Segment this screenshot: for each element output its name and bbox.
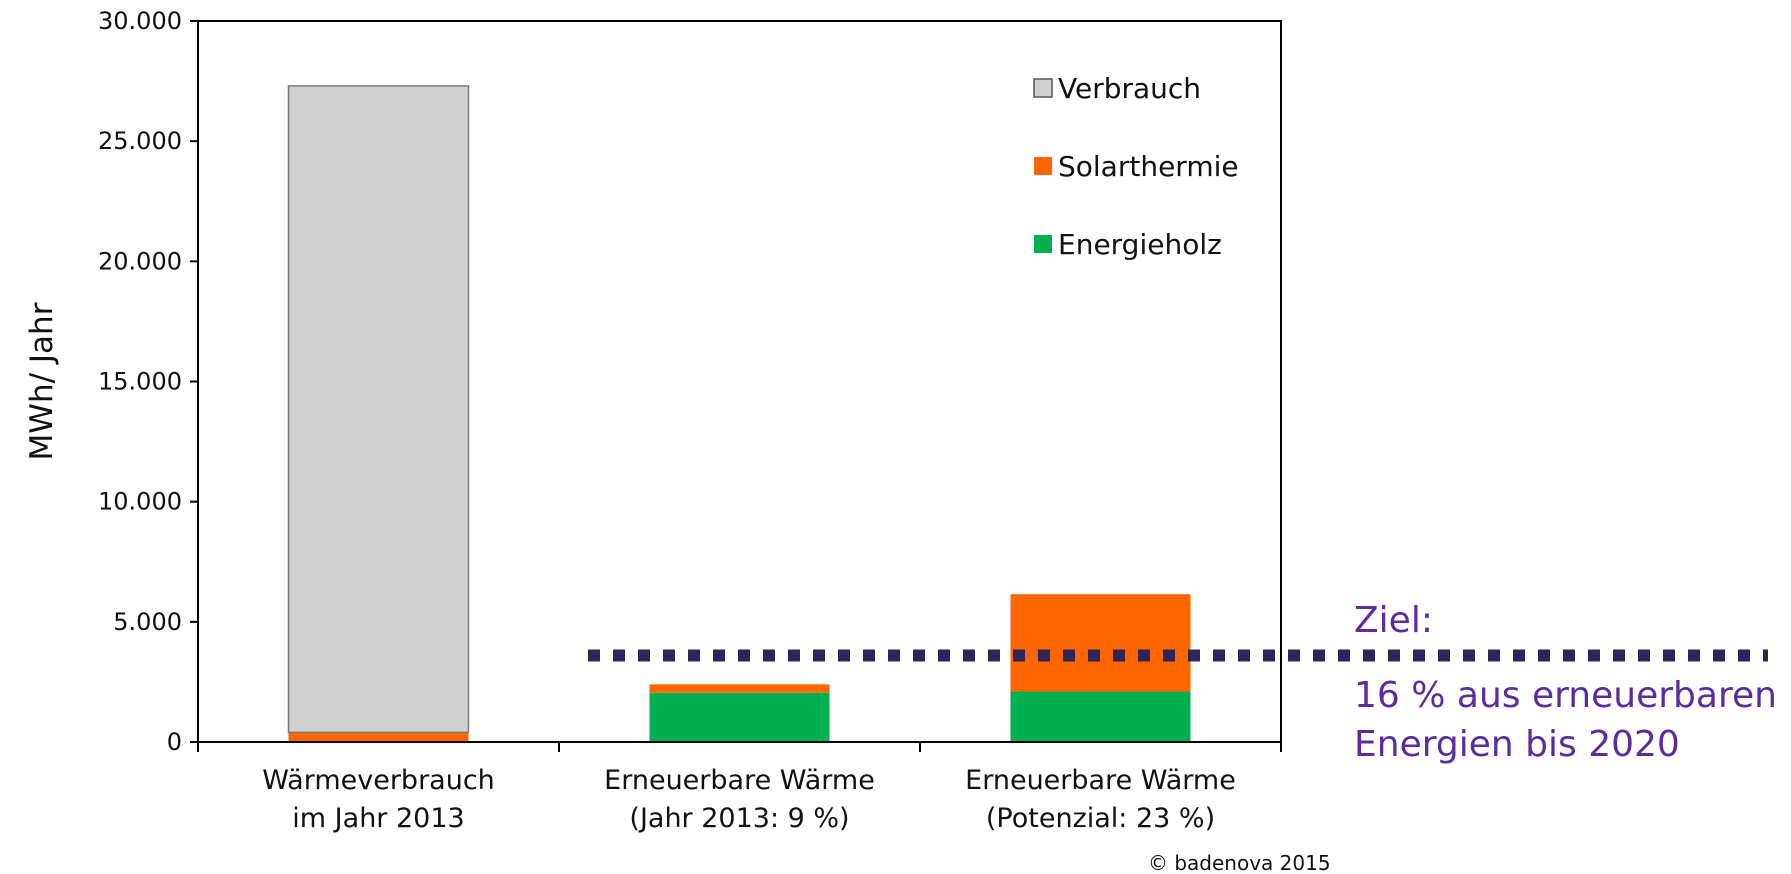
target-label: Energien bis 2020	[1354, 724, 1680, 765]
legend-label-solarthermie: Solarthermie	[1058, 150, 1239, 183]
x-category-label: Erneuerbare Wärme	[604, 765, 875, 796]
bar-solarthermie	[288, 732, 469, 742]
y-tick-label: 25.000	[98, 127, 182, 155]
legend-swatch-energieholz	[1034, 235, 1052, 253]
bar-energieholz	[1010, 691, 1191, 742]
legend-swatch-verbrauch	[1033, 78, 1053, 98]
target-label: 16 % aus erneuerbaren	[1354, 675, 1777, 716]
y-tick-label: 15.000	[98, 368, 182, 396]
x-category-label: Wärmeverbrauch	[262, 765, 495, 796]
bar-verbrauch	[287, 85, 470, 734]
target-annotation: Ziel: 16 % aus erneuerbaren Energien bis 2…	[588, 600, 1777, 765]
x-axis: Wärmeverbrauch im Jahr 2013 Erneuerbare Wä…	[197, 742, 1282, 834]
legend-label-verbrauch: Verbrauch	[1058, 72, 1201, 105]
y-axis: 0 5.000 10.000 15.000 20.000 25.000 30.000	[98, 7, 198, 756]
x-category-label: (Potenzial: 23 %)	[986, 803, 1215, 834]
y-tick-label: 10.000	[98, 488, 182, 516]
legend-label-energieholz: Energieholz	[1058, 228, 1222, 261]
bar-solarthermie	[1010, 594, 1191, 692]
bar-energieholz	[649, 692, 830, 742]
copyright-notice: © badenova 2015	[1148, 851, 1331, 874]
bars-layer	[287, 85, 1191, 742]
legend: Verbrauch Solarthermie Energieholz	[1033, 72, 1239, 261]
legend-swatch-solarthermie	[1034, 157, 1052, 175]
target-label: Ziel:	[1354, 600, 1433, 641]
y-axis-label: MWh/ Jahr	[24, 302, 60, 460]
x-category-label: (Jahr 2013: 9 %)	[629, 803, 849, 834]
x-category-label: Erneuerbare Wärme	[965, 765, 1236, 796]
bar-solarthermie	[649, 684, 830, 693]
x-category-label: im Jahr 2013	[292, 803, 464, 834]
y-tick-label: 5.000	[113, 608, 182, 636]
y-tick-label: 30.000	[98, 7, 182, 35]
y-tick-label: 20.000	[98, 247, 182, 275]
y-tick-label: 0	[167, 728, 182, 756]
